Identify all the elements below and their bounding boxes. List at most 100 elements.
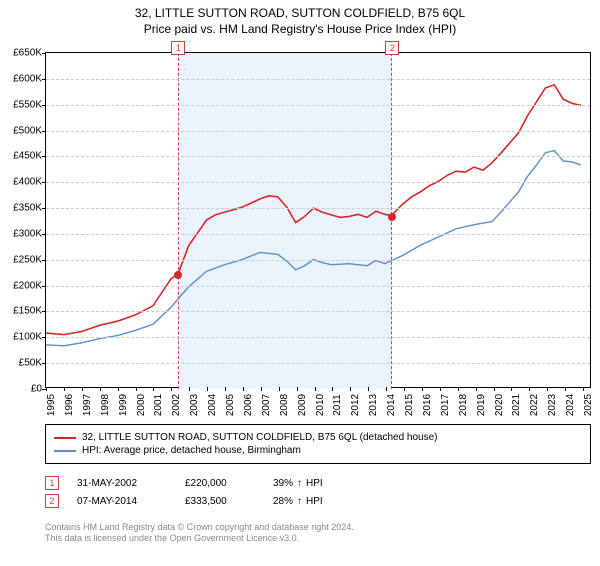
sale-row-marker: 2 <box>45 494 59 508</box>
y-axis-label: £300K <box>13 228 42 239</box>
x-axis-label: 2023 <box>547 394 558 416</box>
gridline <box>46 234 590 235</box>
y-tick <box>42 337 46 338</box>
legend-label: 32, LITTLE SUTTON ROAD, SUTTON COLDFIELD… <box>82 432 438 443</box>
y-axis-label: £500K <box>13 125 42 136</box>
x-axis-label: 1998 <box>100 394 111 416</box>
x-axis-label: 2005 <box>225 394 236 416</box>
x-axis-label: 2007 <box>261 394 272 416</box>
x-tick <box>386 387 387 391</box>
sale-point-1 <box>174 271 182 279</box>
x-tick <box>422 387 423 391</box>
x-axis-label: 2015 <box>404 394 415 416</box>
legend-item: 32, LITTLE SUTTON ROAD, SUTTON COLDFIELD… <box>54 432 582 443</box>
chart-title: 32, LITTLE SUTTON ROAD, SUTTON COLDFIELD… <box>0 6 600 20</box>
y-axis-label: £100K <box>13 332 42 343</box>
x-axis-label: 2000 <box>136 394 147 416</box>
chart-subtitle: Price paid vs. HM Land Registry's House … <box>0 22 600 36</box>
y-tick <box>42 79 46 80</box>
x-tick <box>529 387 530 391</box>
x-tick <box>82 387 83 391</box>
x-axis-label: 2009 <box>297 394 308 416</box>
x-tick <box>350 387 351 391</box>
y-axis-label: £250K <box>13 254 42 265</box>
sale-price: £220,000 <box>185 478 255 489</box>
x-tick <box>404 387 405 391</box>
y-tick <box>42 105 46 106</box>
x-tick <box>118 387 119 391</box>
y-tick <box>42 260 46 261</box>
x-tick <box>136 387 137 391</box>
footer-text: Contains HM Land Registry data © Crown c… <box>45 522 354 544</box>
x-axis-label: 2002 <box>171 394 182 416</box>
x-axis-label: 2017 <box>440 394 451 416</box>
x-axis-label: 2019 <box>476 394 487 416</box>
sale-date: 07-MAY-2014 <box>77 496 167 507</box>
sale-vs-hpi: 28%↑HPI <box>273 496 323 507</box>
y-axis-label: £200K <box>13 280 42 291</box>
x-tick <box>297 387 298 391</box>
y-axis-label: £650K <box>13 48 42 59</box>
gridline <box>46 105 590 106</box>
x-tick <box>315 387 316 391</box>
chart-container: 32, LITTLE SUTTON ROAD, SUTTON COLDFIELD… <box>0 6 600 566</box>
x-tick <box>243 387 244 391</box>
x-axis-label: 1996 <box>64 394 75 416</box>
sale-point-2 <box>388 213 396 221</box>
gridline <box>46 156 590 157</box>
sale-vs-label: HPI <box>306 478 323 489</box>
legend-swatch <box>54 437 76 439</box>
sale-marker-1: 1 <box>171 41 185 55</box>
y-tick <box>42 286 46 287</box>
x-axis-label: 2008 <box>279 394 290 416</box>
y-tick <box>42 234 46 235</box>
x-axis-label: 1997 <box>82 394 93 416</box>
sale-row-marker: 1 <box>45 476 59 490</box>
legend-swatch <box>54 450 76 452</box>
sales-panel: 131-MAY-2002£220,00039%↑HPI207-MAY-2014£… <box>45 472 323 512</box>
legend-label: HPI: Average price, detached house, Birm… <box>82 445 301 456</box>
arrow-up-icon: ↑ <box>297 496 302 507</box>
x-tick <box>440 387 441 391</box>
x-tick <box>261 387 262 391</box>
gridline <box>46 208 590 209</box>
plot-area: £0£50K£100K£150K£200K£250K£300K£350K£400… <box>45 52 591 388</box>
x-axis-label: 2003 <box>189 394 200 416</box>
x-tick <box>458 387 459 391</box>
y-tick <box>42 53 46 54</box>
x-tick <box>494 387 495 391</box>
x-tick <box>207 387 208 391</box>
x-axis-label: 2011 <box>332 394 343 416</box>
gridline <box>46 337 590 338</box>
x-tick <box>279 387 280 391</box>
y-tick <box>42 208 46 209</box>
x-axis-label: 2004 <box>207 394 218 416</box>
x-tick <box>153 387 154 391</box>
x-tick <box>547 387 548 391</box>
hpi-line <box>46 151 581 346</box>
x-axis-label: 2013 <box>368 394 379 416</box>
footer-line1: Contains HM Land Registry data © Crown c… <box>45 522 354 533</box>
x-axis-label: 2022 <box>529 394 540 416</box>
x-axis-label: 1999 <box>118 394 129 416</box>
sale-vs-hpi: 39%↑HPI <box>273 478 323 489</box>
x-tick <box>171 387 172 391</box>
x-tick <box>100 387 101 391</box>
x-axis-label: 2024 <box>565 394 576 416</box>
y-axis-label: £350K <box>13 203 42 214</box>
x-axis-label: 2014 <box>386 394 397 416</box>
gridline <box>46 182 590 183</box>
x-axis-label: 2021 <box>511 394 522 416</box>
gridline <box>46 79 590 80</box>
gridline <box>46 311 590 312</box>
x-tick <box>225 387 226 391</box>
y-axis-label: £150K <box>13 306 42 317</box>
x-axis-label: 2025 <box>583 394 594 416</box>
x-axis-label: 2010 <box>315 394 326 416</box>
legend-item: HPI: Average price, detached house, Birm… <box>54 445 582 456</box>
x-axis-label: 2006 <box>243 394 254 416</box>
x-axis-label: 2012 <box>350 394 361 416</box>
property-price-line <box>46 85 581 335</box>
sale-price: £333,500 <box>185 496 255 507</box>
y-axis-label: £600K <box>13 73 42 84</box>
